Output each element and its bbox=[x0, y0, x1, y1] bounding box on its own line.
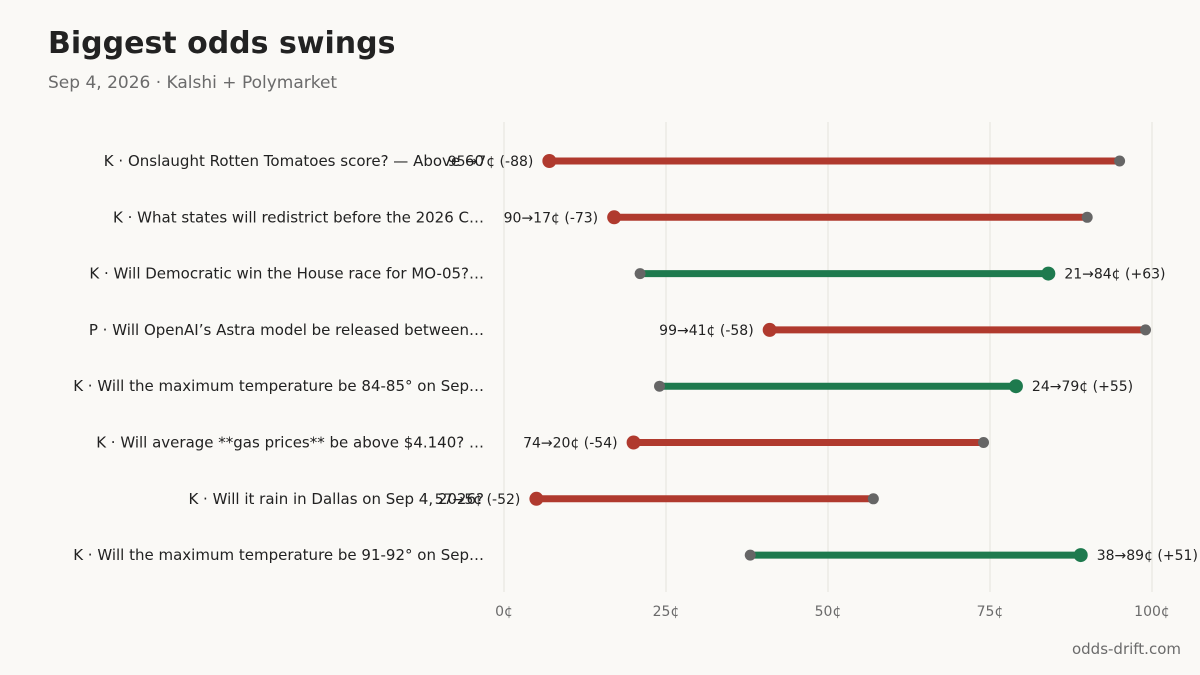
row-label: K · Will it rain in Dallas on Sep 4, 202… bbox=[188, 490, 484, 508]
chart-title: Biggest odds swings bbox=[48, 26, 396, 61]
x-tick-label: 25¢ bbox=[653, 604, 680, 620]
swing-annotation: 95→7¢ (-88) bbox=[448, 154, 534, 170]
end-marker bbox=[1008, 379, 1023, 394]
row: P · Will OpenAI’s Astra model be release… bbox=[89, 321, 1152, 339]
start-marker bbox=[1114, 155, 1126, 167]
start-marker bbox=[744, 549, 756, 561]
start-marker bbox=[654, 380, 666, 392]
swing-annotation: 38→89¢ (+51) bbox=[1097, 548, 1198, 564]
x-tick-label: 100¢ bbox=[1134, 604, 1170, 620]
row-label: K · Onslaught Rotten Tomatoes score? — A… bbox=[104, 152, 484, 170]
row-label: K · What states will redistrict before t… bbox=[113, 208, 484, 226]
end-marker bbox=[626, 435, 641, 450]
swing-annotation: 99→41¢ (-58) bbox=[659, 323, 754, 339]
source-credit: odds-drift.com bbox=[1071, 640, 1181, 658]
row: K · Onslaught Rotten Tomatoes score? — A… bbox=[104, 152, 1126, 170]
row-label: K · Will the maximum temperature be 91-9… bbox=[73, 546, 484, 564]
start-marker bbox=[867, 493, 879, 505]
end-marker bbox=[529, 491, 544, 506]
row: K · Will Democratic win the House race f… bbox=[89, 265, 1165, 283]
swing-annotation: 74→20¢ (-54) bbox=[523, 436, 618, 452]
swing-annotation: 21→84¢ (+63) bbox=[1064, 267, 1165, 283]
start-marker bbox=[634, 268, 646, 280]
chart-subtitle: Sep 4, 2026 · Kalshi + Polymarket bbox=[48, 73, 338, 93]
start-marker bbox=[1140, 324, 1152, 336]
x-tick-label: 0¢ bbox=[495, 604, 513, 620]
row-label: K · Will average **gas prices** be above… bbox=[96, 434, 484, 452]
x-tick-label: 50¢ bbox=[815, 604, 842, 620]
row-label: K · Will Democratic win the House race f… bbox=[89, 265, 484, 283]
swing-annotation: 90→17¢ (-73) bbox=[504, 210, 599, 226]
row: K · Will average **gas prices** be above… bbox=[96, 434, 990, 452]
rows-layer: K · Onslaught Rotten Tomatoes score? — A… bbox=[73, 152, 1198, 564]
row: K · What states will redistrict before t… bbox=[113, 208, 1093, 226]
end-marker bbox=[542, 154, 557, 168]
end-marker bbox=[1073, 548, 1088, 563]
row-label: K · Will the maximum temperature be 84-8… bbox=[73, 377, 484, 395]
row-label: P · Will OpenAI’s Astra model be release… bbox=[89, 321, 484, 339]
end-marker bbox=[1041, 266, 1056, 281]
end-marker bbox=[762, 322, 777, 337]
x-axis: 0¢ 25¢ 50¢ 75¢ 100¢ bbox=[495, 604, 1170, 620]
x-tick-label: 75¢ bbox=[977, 604, 1004, 620]
row: K · Will the maximum temperature be 84-8… bbox=[73, 377, 1133, 395]
start-marker bbox=[978, 437, 990, 448]
start-marker bbox=[1081, 211, 1093, 223]
grid-layer bbox=[503, 122, 1153, 592]
end-marker bbox=[607, 210, 622, 225]
swing-annotation: 57→5¢ (-52) bbox=[435, 492, 521, 508]
row: K · Will the maximum temperature be 91-9… bbox=[73, 546, 1198, 564]
row: K · Will it rain in Dallas on Sep 4, 202… bbox=[188, 490, 879, 508]
swing-annotation: 24→79¢ (+55) bbox=[1032, 379, 1133, 395]
